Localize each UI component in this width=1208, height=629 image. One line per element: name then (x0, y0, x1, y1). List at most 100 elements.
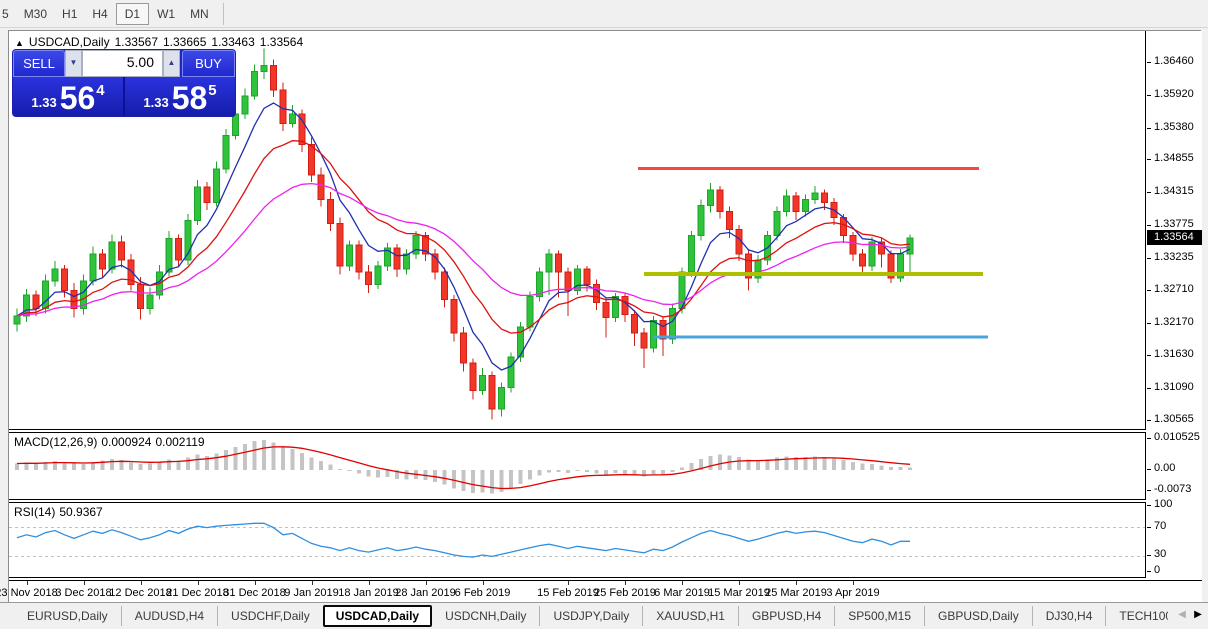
tab-usdchf-daily[interactable]: USDCHF,Daily (217, 606, 323, 626)
current-price-badge: 1.33564 (1147, 229, 1202, 245)
macd-chart[interactable] (9, 433, 1145, 499)
candlestick-chart[interactable] (9, 31, 1145, 429)
time-axis-tick (254, 581, 256, 585)
rsi-axis-tick: 70 (1146, 519, 1167, 532)
time-axis-label: 31 Dec 2018 (223, 587, 286, 599)
sell-button[interactable]: SELL (13, 50, 65, 77)
tab-audusd-h4[interactable]: AUDUSD,H4 (120, 606, 217, 626)
tab-xauusd-h1[interactable]: XAUUSD,H1 (642, 606, 738, 626)
macd-current-value: 0.000924 (101, 435, 152, 449)
price-axis-tick: 1.35380 (1147, 120, 1194, 133)
timeframe-w1[interactable]: W1 (157, 6, 176, 21)
price-axis-tick: 1.33775 (1147, 218, 1194, 231)
macd-indicator-pane[interactable]: MACD(12,26,9) 0.000924 0.002119 (9, 432, 1146, 500)
chart-tabs: EURUSD,Daily AUDUSD,H4 USDCHF,Daily USDCAD,… (0, 603, 1168, 629)
price-axis-tick: 1.31090 (1147, 381, 1194, 394)
rsi-axis-tick: 0 (1146, 564, 1161, 576)
tab-scroll-left-icon[interactable]: ◀ (1178, 609, 1186, 620)
time-axis-label: 15 Feb 2019 (537, 587, 599, 599)
timeframe-m30[interactable]: M30 (23, 6, 48, 21)
buy-price-pip: 5 (208, 82, 217, 99)
price-axis-tick: 1.36460 (1147, 55, 1194, 67)
buy-price-prefix: 1.33 (143, 95, 169, 110)
quote-open: 1.33567 (114, 35, 158, 49)
sell-price-prefix: 1.33 (31, 95, 57, 110)
price-axis-tick: 1.31630 (1147, 348, 1194, 361)
macd-signal-value: 0.002119 (155, 435, 205, 449)
price-axis[interactable]: 1.36460 1.35920 1.35380 1.34855 1.34315 1.337… (1146, 31, 1202, 580)
time-axis-label: 9 Jan 2019 (284, 587, 339, 599)
time-axis-tick (311, 581, 313, 585)
time-axis-label: 23 Nov 2018 (0, 587, 58, 599)
time-axis-label: 6 Feb 2019 (454, 587, 511, 599)
time-axis-tick (83, 581, 85, 585)
time-axis-tick (368, 581, 370, 585)
timeframe-toolbar: 5 M30 H1 H4 D1 W1 MN (0, 0, 1208, 28)
rsi-name: RSI(14) (14, 505, 56, 519)
buy-price-button[interactable]: 1.33 58 5 (125, 77, 235, 116)
time-axis-tick (568, 581, 569, 585)
time-axis-label: 12 Dec 2018 (109, 587, 172, 599)
macd-label: MACD(12,26,9) 0.000924 0.002119 (14, 435, 209, 449)
collapse-panel-icon[interactable]: ▲ (15, 38, 24, 48)
price-axis-tick: 1.33235 (1147, 250, 1194, 263)
price-axis-tick: 1.34855 (1147, 152, 1194, 165)
volume-decrease-button[interactable]: ▼ (65, 50, 82, 77)
rsi-chart[interactable] (9, 503, 1145, 577)
tab-scroll-right-icon[interactable]: ▶ (1194, 609, 1202, 620)
time-axis-label: 25 Feb 2019 (594, 587, 656, 599)
tab-usdjpy-daily[interactable]: USDJPY,Daily (539, 606, 642, 626)
main-price-pane[interactable]: ▲ USDCAD,Daily 1.33567 1.33665 1.33463 1.3356… (9, 31, 1146, 430)
time-axis-label: 6 Mar 2019 (654, 587, 710, 599)
tab-gbpusd-daily[interactable]: GBPUSD,Daily (924, 606, 1032, 626)
price-axis-tick: 1.34315 (1147, 185, 1194, 198)
sell-price-button[interactable]: 1.33 56 4 (13, 77, 125, 116)
tab-tech100-h1[interactable]: TECH100,H1 (1105, 606, 1168, 626)
tab-eurusd-daily[interactable]: EURUSD,Daily (27, 609, 108, 623)
timeframe-mn[interactable]: MN (190, 6, 209, 21)
timeframe-h4[interactable]: H4 (92, 6, 108, 21)
time-axis-tick (482, 581, 484, 585)
macd-name: MACD(12,26,9) (14, 435, 98, 449)
buy-button[interactable]: BUY (182, 50, 235, 77)
chart-symbol-header: ▲ USDCAD,Daily 1.33567 1.33665 1.33463 1.3356… (15, 35, 308, 49)
time-axis-label: 15 Mar 2019 (708, 587, 770, 599)
time-axis-tick (26, 581, 28, 585)
macd-axis-tick: 0.00 (1146, 462, 1176, 474)
timeframe-5[interactable]: 5 (2, 6, 9, 21)
time-axis-label: 25 Mar 2019 (765, 587, 827, 599)
time-axis-label: 3 Dec 2018 (55, 587, 112, 599)
time-axis-tick (425, 581, 427, 585)
price-axis-tick: 1.35920 (1147, 87, 1194, 100)
time-axis-tick (140, 581, 142, 585)
price-axis-tick: 1.32170 (1147, 315, 1194, 328)
timeframe-d1[interactable]: D1 (115, 2, 150, 25)
time-axis-tick (796, 581, 797, 585)
tab-usdcnh-daily[interactable]: USDCNH,Daily (445, 609, 527, 623)
macd-axis-tick: 0.010525 (1147, 431, 1200, 443)
rsi-axis-tick: 100 (1146, 498, 1173, 510)
volume-increase-button[interactable]: ▲ (163, 50, 180, 77)
time-axis[interactable]: 23 Nov 2018 3 Dec 2018 12 Dec 2018 21 Dec 2… (0, 580, 1202, 602)
time-axis-tick (853, 581, 854, 585)
rsi-current-value: 50.9367 (59, 505, 103, 519)
tab-scroll-buttons: ◀ ▶ (1174, 609, 1206, 620)
time-axis-label: 18 Jan 2019 (338, 587, 399, 599)
tab-sp500-m15[interactable]: SP500,M15 (834, 606, 924, 626)
time-axis-label: 3 Apr 2019 (826, 587, 880, 599)
quote-low: 1.33463 (211, 35, 255, 49)
tab-usdcad-daily[interactable]: USDCAD,Daily (322, 605, 433, 627)
tab-dj30-h4[interactable]: DJ30,H4 (1031, 606, 1106, 626)
time-axis-tick (682, 581, 683, 585)
symbol-title: USDCAD,Daily (28, 35, 110, 49)
tab-gbpusd-h4[interactable]: GBPUSD,H4 (737, 606, 834, 626)
rsi-indicator-pane[interactable]: RSI(14) 50.9367 (9, 502, 1146, 578)
macd-axis-tick: -0.0073 (1146, 483, 1192, 496)
chart-tabbar: EURUSD,Daily AUDUSD,H4 USDCHF,Daily USDCAD,… (0, 602, 1208, 629)
time-axis-label: 28 Jan 2019 (395, 587, 456, 599)
volume-input[interactable]: 5.00 (82, 50, 163, 77)
quote-high: 1.33665 (163, 35, 207, 49)
time-axis-label: 21 Dec 2018 (166, 587, 229, 599)
rsi-axis-tick: 30 (1146, 548, 1167, 561)
timeframe-h1[interactable]: H1 (62, 6, 78, 21)
